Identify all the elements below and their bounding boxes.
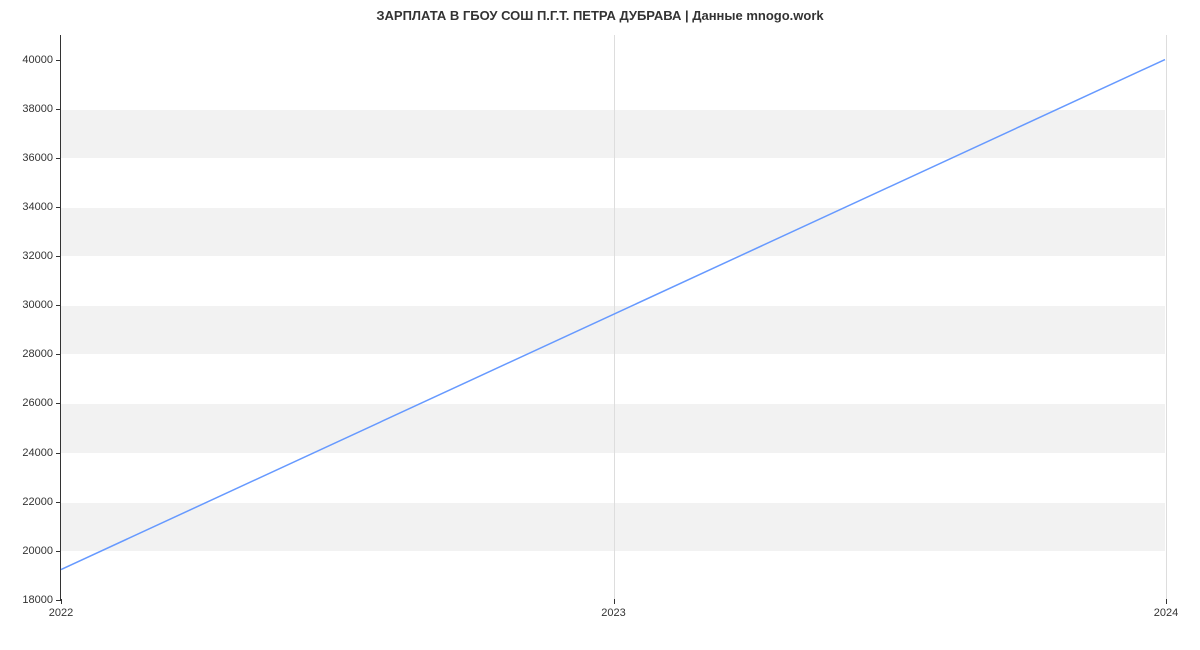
x-grid-line (1166, 35, 1167, 599)
y-tick-label: 26000 (22, 397, 53, 409)
y-tick-label: 38000 (22, 103, 53, 115)
y-tick-label: 22000 (22, 496, 53, 508)
y-tick-label: 24000 (22, 447, 53, 459)
plot-area: 1800020000220002400026000280003000032000… (60, 35, 1165, 600)
x-tick-mark (614, 599, 615, 604)
series-line-salary (61, 60, 1165, 570)
y-tick-label: 28000 (22, 348, 53, 360)
y-tick-label: 30000 (22, 299, 53, 311)
x-tick-label: 2022 (49, 607, 73, 619)
line-layer (61, 35, 1165, 599)
x-tick-label: 2023 (601, 607, 625, 619)
y-tick-label: 32000 (22, 250, 53, 262)
x-tick-mark (1166, 599, 1167, 604)
chart-title: ЗАРПЛАТА В ГБОУ СОШ П.Г.Т. ПЕТРА ДУБРАВА… (0, 8, 1200, 23)
y-tick-label: 20000 (22, 545, 53, 557)
y-tick-label: 36000 (22, 152, 53, 164)
x-tick-label: 2024 (1154, 607, 1178, 619)
y-tick-label: 34000 (22, 201, 53, 213)
salary-chart: ЗАРПЛАТА В ГБОУ СОШ П.Г.Т. ПЕТРА ДУБРАВА… (0, 0, 1200, 650)
y-tick-label: 40000 (22, 54, 53, 66)
y-tick-label: 18000 (22, 594, 53, 606)
x-tick-mark (61, 599, 62, 604)
